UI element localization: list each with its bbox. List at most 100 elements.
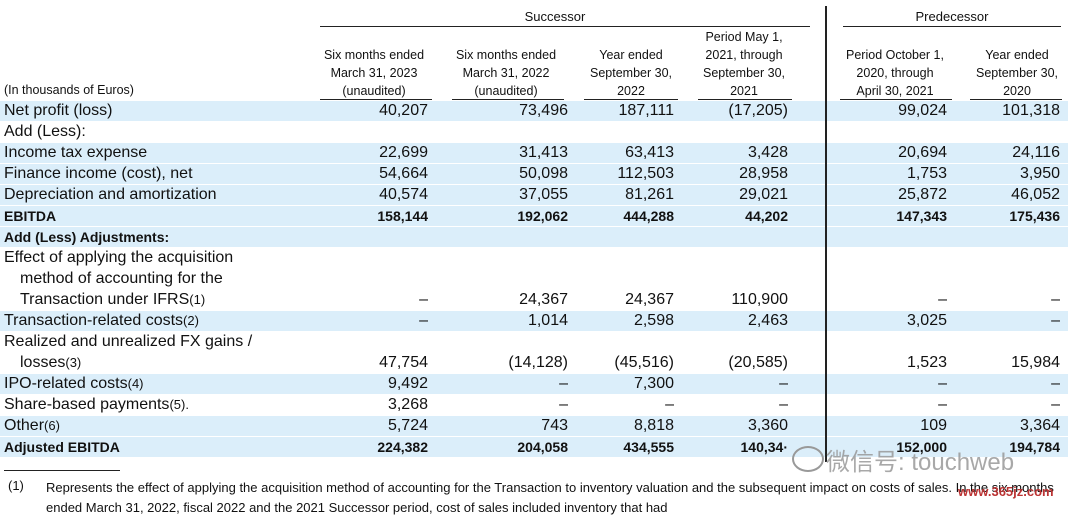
table-cell: 20,694 [898, 144, 947, 161]
table-cell: 7,300 [633, 375, 674, 392]
table-cell: – [665, 396, 674, 413]
units-label: (In thousands of Euros) [4, 83, 134, 97]
table-cell: 24,367 [625, 291, 674, 308]
table-cell [950, 248, 1060, 268]
table-cell: – [938, 291, 947, 308]
footnote-rule [4, 470, 120, 471]
row-label: Income tax expense [4, 143, 147, 163]
table-cell [458, 269, 568, 289]
footnote-text: Represents the effect of applying the ac… [46, 480, 1054, 515]
table-cell: 50,098 [519, 165, 568, 182]
table-cell: 3,364 [1019, 417, 1060, 434]
table-cell [678, 227, 788, 247]
table-row: Share-based payments(5). 3,268 – – – – – [0, 395, 1068, 415]
table-cell: 194,784 [1009, 439, 1060, 455]
table-cell: – [559, 396, 568, 413]
table-cell [318, 332, 428, 352]
table-cell [950, 269, 1060, 289]
table-cell: 40,207 [379, 102, 428, 119]
table-cell [950, 332, 1060, 352]
table-cell [318, 248, 428, 268]
table-cell: 204,058 [517, 439, 568, 455]
col-header-1: Six months ended March 31, 2023 (unaudited… [323, 48, 425, 98]
table-cell: 3,025 [906, 312, 947, 329]
row-label: Realized and unrealized FX gains / [4, 332, 252, 352]
table-cell: 31,413 [519, 144, 568, 161]
table-cell: 40,574 [379, 186, 428, 203]
table-cell [564, 248, 674, 268]
table-row: Depreciation and amortization 40,574 37,05… [0, 185, 1068, 205]
table-row: Add (Less): [0, 122, 1068, 142]
row-label: Effect of applying the acquisition [4, 248, 233, 268]
footnote-ref: (5). [169, 397, 189, 412]
table-cell [837, 332, 947, 352]
table-cell [564, 227, 674, 247]
table-cell [458, 122, 568, 142]
table-cell: 152,000 [896, 439, 947, 455]
table-row: Net profit (loss) 40,207 73,496 187,111 (17,… [0, 101, 1068, 121]
col-underline-1 [320, 99, 432, 100]
table-cell: 22,699 [379, 144, 428, 161]
table-row: method of accounting for the [0, 269, 1068, 289]
table-cell: 192,062 [517, 208, 568, 224]
table-cell [678, 269, 788, 289]
table-cell: 3,360 [747, 417, 788, 434]
table-cell [678, 332, 788, 352]
footnote-number: (1) [8, 478, 24, 493]
table-cell [564, 332, 674, 352]
table-cell: – [419, 291, 428, 308]
table-cell [678, 122, 788, 142]
table-cell: – [559, 375, 568, 392]
table-row: Transaction under IFRS(1) – 24,367 24,367 11… [0, 290, 1068, 310]
row-label: Transaction-related costs(2) [4, 311, 199, 331]
row-label: EBITDA [4, 206, 56, 226]
row-label-text: Depreciation and amortization [4, 186, 217, 203]
row-label: Add (Less): [4, 122, 86, 142]
col-header-5: Period October 1, 2020, through April 30, … [846, 48, 944, 98]
table-cell: – [1051, 375, 1060, 392]
footnote-ref: (3) [65, 355, 82, 370]
table-cell: 187,111 [618, 102, 674, 119]
group-successor: Successor [524, 9, 586, 24]
row-label-text: losses [20, 354, 66, 371]
table-cell: 3,428 [747, 144, 788, 161]
table-cell: 63,413 [625, 144, 674, 161]
table-cell [837, 269, 947, 289]
row-label: IPO-related costs(4) [4, 374, 144, 394]
table-cell: 25,872 [898, 186, 947, 203]
row-label-text: Share-based payments [4, 396, 170, 413]
table-cell: – [1051, 312, 1060, 329]
table-cell: 24,116 [1012, 144, 1060, 161]
col-header-3: Year ended September 30, 2022 [590, 48, 672, 98]
row-label: method of accounting for the [20, 269, 223, 289]
table-cell [318, 227, 428, 247]
table-cell: 140,34· [740, 439, 788, 455]
row-label-text: Effect of applying the acquisition [4, 249, 234, 266]
wechat-icon [792, 446, 824, 472]
footnote-ref: (4) [127, 376, 144, 391]
table-cell: 24,367 [519, 291, 568, 308]
col-underline-3 [584, 99, 678, 100]
row-label-text: method of accounting for the [20, 270, 223, 287]
table-row: Effect of applying the acquisition [0, 248, 1068, 268]
table-cell: – [1051, 291, 1060, 308]
row-label: Add (Less) Adjustments: [4, 227, 169, 247]
table-cell [950, 122, 1060, 142]
row-label-text: Income tax expense [4, 144, 148, 161]
table-row: Realized and unrealized FX gains / [0, 332, 1068, 352]
table-cell: 15,984 [1011, 354, 1060, 371]
period-divider [825, 6, 827, 462]
row-label-text: EBITDA [4, 208, 57, 224]
table-cell [318, 269, 428, 289]
table-cell: (45,516) [614, 354, 674, 371]
table-cell: 81,261 [625, 186, 674, 203]
table-row: Other(6) 5,724 743 8,818 3,360 109 3,364 [0, 416, 1068, 436]
table-cell: 28,958 [739, 165, 788, 182]
table-cell [458, 332, 568, 352]
table-cell [837, 122, 947, 142]
table-cell: 101,318 [1002, 102, 1060, 119]
table-cell: 37,055 [519, 186, 568, 203]
table-cell: 434,555 [623, 439, 674, 455]
table-cell [564, 269, 674, 289]
table-cell: 224,382 [377, 439, 428, 455]
